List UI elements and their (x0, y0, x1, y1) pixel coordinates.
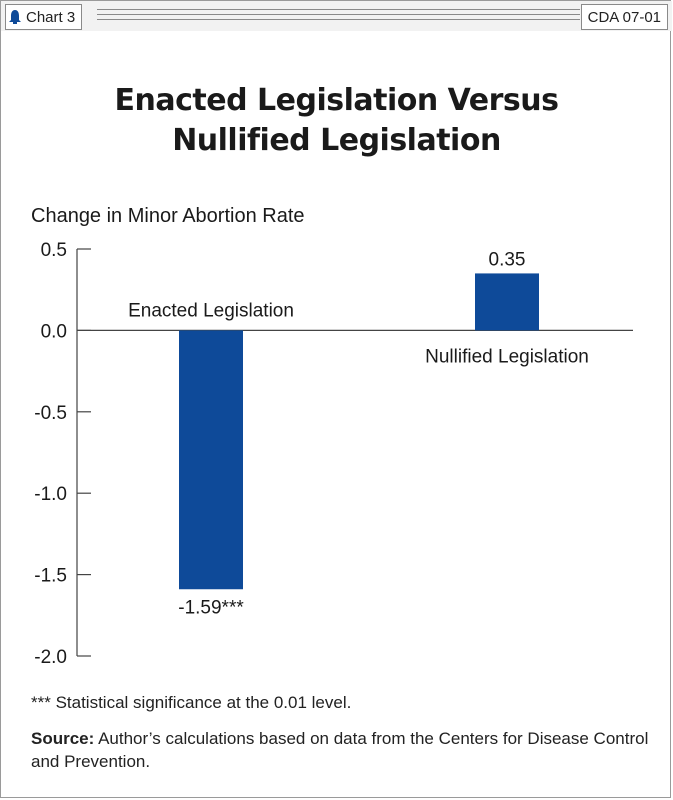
category-label: Enacted Legislation (128, 300, 294, 321)
chart-title: Enacted Legislation Versus Nullified Leg… (1, 81, 672, 161)
bar-nullified (475, 273, 539, 331)
header-rule (97, 14, 580, 15)
chart-title-line-2: Nullified Legislation (172, 123, 501, 158)
footnote: *** Statistical significance at the 0.01… (31, 693, 352, 712)
y-axis-label: Change in Minor Abortion Rate (31, 205, 305, 227)
y-tick-label: 0.5 (41, 240, 67, 261)
y-tick-label: -0.5 (34, 403, 67, 424)
chart-header: Chart 3 CDA 07-01 (1, 1, 672, 31)
y-tick-label: 0.0 (41, 321, 67, 342)
y-tick-label: -1.5 (34, 566, 67, 587)
header-rule (97, 19, 580, 20)
chart-code-text: CDA 07-01 (587, 8, 661, 26)
source-text: Author’s calculations based on data from… (31, 729, 649, 771)
data-label: -1.59*** (178, 597, 244, 618)
data-label: 0.35 (489, 249, 526, 270)
y-tick-label: -2.0 (34, 647, 67, 668)
bar-chart: 0.5 0.0 -0.5 -1.0 -1.5 -2.0 -1.59*** Enacted L… (34, 240, 633, 668)
chart-title-line-1: Enacted Legislation Versus (114, 83, 559, 118)
chart-number-text: Chart 3 (26, 8, 76, 26)
y-axis: 0.5 0.0 -0.5 -1.0 -1.5 -2.0 (34, 240, 633, 668)
chart-code-label: CDA 07-01 (580, 4, 668, 30)
chart-number-label: Chart 3 (5, 4, 83, 30)
bar-labels: -1.59*** Enacted Legislation 0.35 Nullified… (128, 249, 589, 618)
bars (179, 273, 539, 590)
y-tick-label: -1.0 (34, 484, 67, 505)
category-label: Nullified Legislation (425, 346, 589, 367)
source-label: Source: (31, 729, 95, 748)
liberty-bell-icon (9, 10, 21, 24)
source-note: Source: Author’s calculations based on d… (31, 727, 651, 773)
bar-enacted (179, 330, 243, 590)
header-rule (97, 9, 580, 10)
